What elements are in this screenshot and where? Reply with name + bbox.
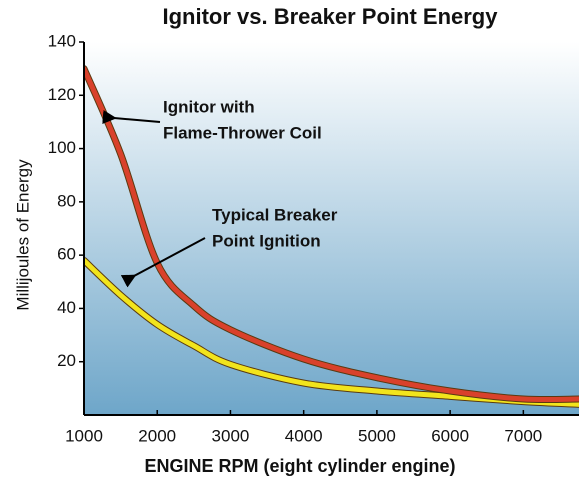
y-tick-label: 140 — [48, 31, 76, 50]
x-tick-label: 7000 — [504, 426, 542, 445]
annotation-arrow — [120, 237, 206, 288]
plot-area — [84, 42, 579, 415]
annotation: Ignitor with — [163, 97, 255, 116]
annotation: Flame-Thrower Coil — [163, 123, 322, 142]
y-tick-label: 40 — [57, 298, 76, 317]
x-tick-label: 5000 — [358, 426, 396, 445]
y-tick-label: 100 — [48, 138, 76, 157]
chart-title: Ignitor vs. Breaker Point Energy — [163, 4, 499, 29]
x-tick-label: 4000 — [285, 426, 323, 445]
series-line — [84, 66, 579, 403]
x-tick-label: 2000 — [138, 426, 176, 445]
annotation: Point Ignition — [212, 231, 321, 250]
y-tick-label: 20 — [57, 351, 76, 370]
y-axis-label: Millijoules of Energy — [13, 159, 32, 311]
y-tick-label: 120 — [48, 85, 76, 104]
x-axis-label: ENGINE RPM (eight cylinder engine) — [144, 456, 455, 476]
x-tick-label: 3000 — [212, 426, 250, 445]
x-tick-label: 1000 — [65, 426, 103, 445]
y-tick-label: 60 — [57, 245, 76, 264]
annotation-arrow — [102, 110, 161, 125]
series-layer — [84, 65, 579, 408]
annotation: Typical Breaker — [212, 205, 338, 224]
x-tick-label: 6000 — [431, 426, 469, 445]
y-tick-label: 80 — [57, 191, 76, 210]
